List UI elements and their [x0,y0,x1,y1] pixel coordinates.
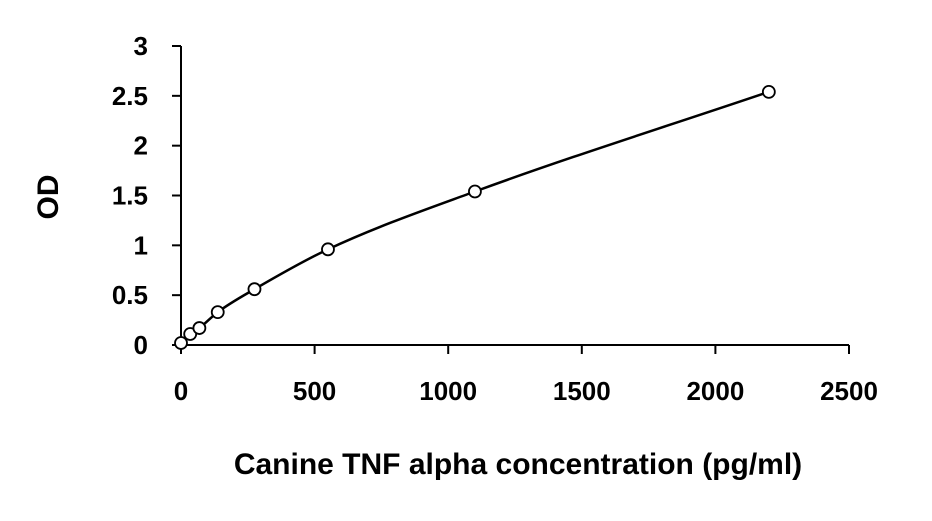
data-point-6 [468,184,482,199]
fit-curve [180,90,770,344]
x-tick-label-2: 1000 [419,376,477,406]
axes [172,45,850,354]
data-points [174,84,776,350]
x-tick-labels: 0 500 1000 1500 2000 2500 [174,376,878,406]
data-point-7 [761,84,776,99]
data-point-4 [247,282,262,297]
x-tick-label-1: 500 [293,376,336,406]
y-tick-label-6: 3 [134,31,148,61]
x-tick-label-0: 0 [174,376,188,406]
x-tick-label-3: 1500 [553,376,611,406]
data-point-0 [174,336,188,350]
data-point-5 [321,242,335,257]
y-axis-title: OD [32,175,65,220]
y-tick-label-1: 0.5 [112,280,148,310]
y-tick-label-0: 0 [134,330,148,360]
y-tick-label-2: 1 [134,230,148,260]
x-tick-label-4: 2000 [686,376,744,406]
x-tick-label-5: 2500 [820,376,878,406]
y-tick-labels: 0 0.5 1 1.5 2 2.5 3 [112,31,148,360]
y-tick-label-4: 2 [134,131,148,161]
x-axis-title: Canine TNF alpha concentration (pg/ml) [234,448,802,481]
data-point-3 [210,305,225,320]
y-tick-label-5: 2.5 [112,81,148,111]
data-point-2 [192,321,207,335]
y-tick-label-3: 1.5 [112,181,148,211]
